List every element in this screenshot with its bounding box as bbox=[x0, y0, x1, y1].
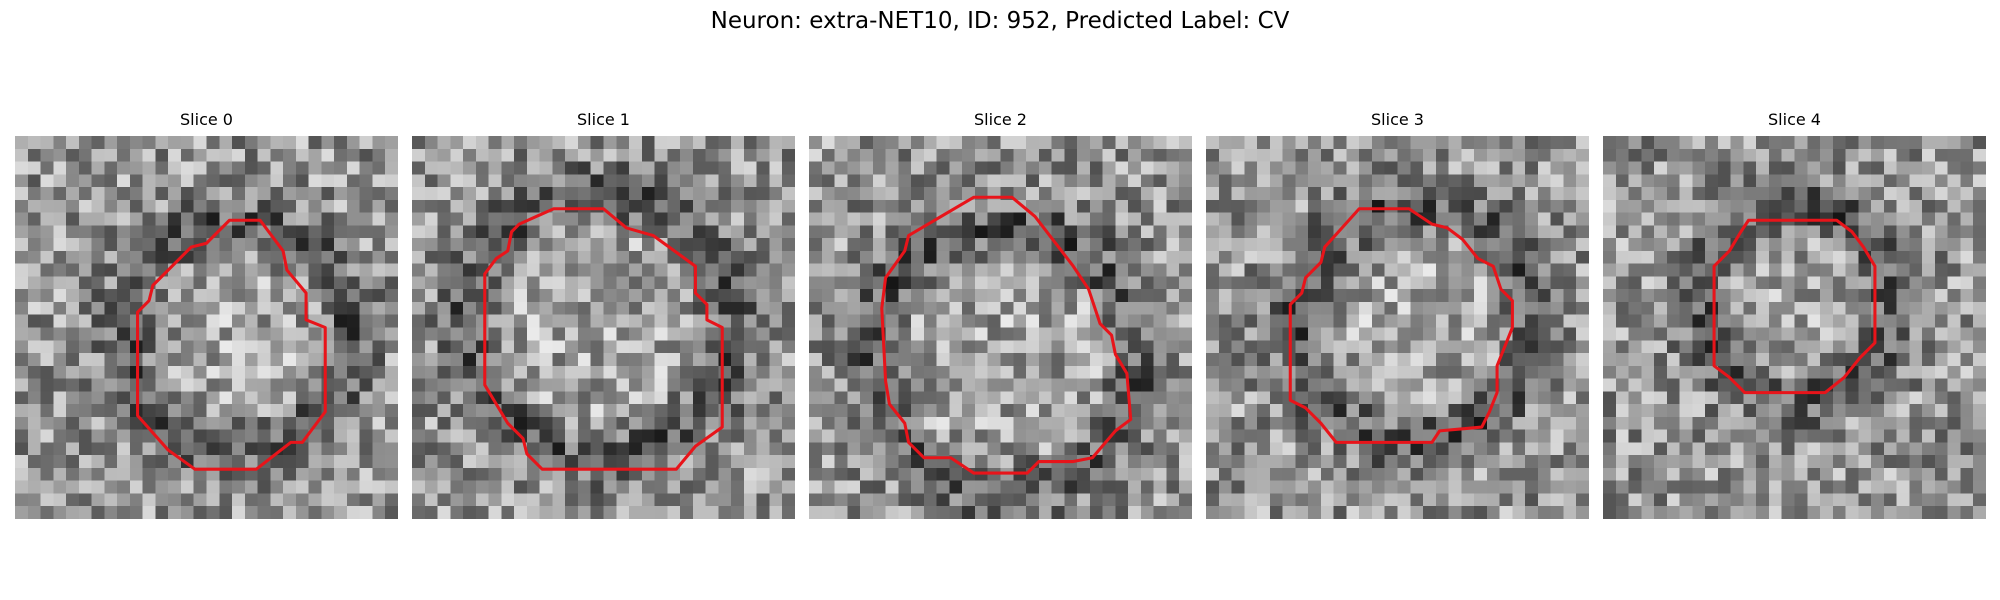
slice-title: Slice 2 bbox=[974, 110, 1027, 129]
slice-image bbox=[809, 136, 1192, 519]
slice-panel-0: Slice 0 bbox=[15, 110, 398, 519]
roi-contour bbox=[880, 195, 1133, 475]
roi-contour bbox=[136, 218, 327, 471]
slice-image bbox=[1206, 136, 1589, 519]
slice-title: Slice 1 bbox=[577, 110, 630, 129]
grayscale-microscopy-image bbox=[412, 136, 795, 519]
roi-contour bbox=[483, 207, 724, 471]
slice-image bbox=[1603, 136, 1986, 519]
roi-contour bbox=[1712, 218, 1877, 395]
slice-panel-1: Slice 1 bbox=[412, 110, 795, 519]
grayscale-microscopy-image bbox=[1603, 136, 1986, 519]
slice-title: Slice 3 bbox=[1371, 110, 1424, 129]
slice-image bbox=[412, 136, 795, 519]
slice-image bbox=[15, 136, 398, 519]
grayscale-microscopy-image bbox=[1206, 136, 1589, 519]
slice-title: Slice 0 bbox=[180, 110, 233, 129]
roi-contour-overlay bbox=[880, 195, 1133, 475]
slice-panel-3: Slice 3 bbox=[1206, 110, 1589, 519]
slice-panel-4: Slice 4 bbox=[1603, 110, 1986, 519]
roi-contour-overlay bbox=[136, 218, 327, 471]
roi-contour-overlay bbox=[1288, 207, 1514, 444]
roi-contour-overlay bbox=[483, 207, 724, 471]
roi-contour-overlay bbox=[1712, 218, 1877, 395]
figure-title: Neuron: extra-NET10, ID: 952, Predicted … bbox=[710, 8, 1290, 34]
grayscale-microscopy-image bbox=[15, 136, 398, 519]
roi-contour bbox=[1288, 207, 1514, 444]
grayscale-microscopy-image bbox=[809, 136, 1192, 519]
slice-panel-2: Slice 2 bbox=[809, 110, 1192, 519]
slice-title: Slice 4 bbox=[1768, 110, 1821, 129]
